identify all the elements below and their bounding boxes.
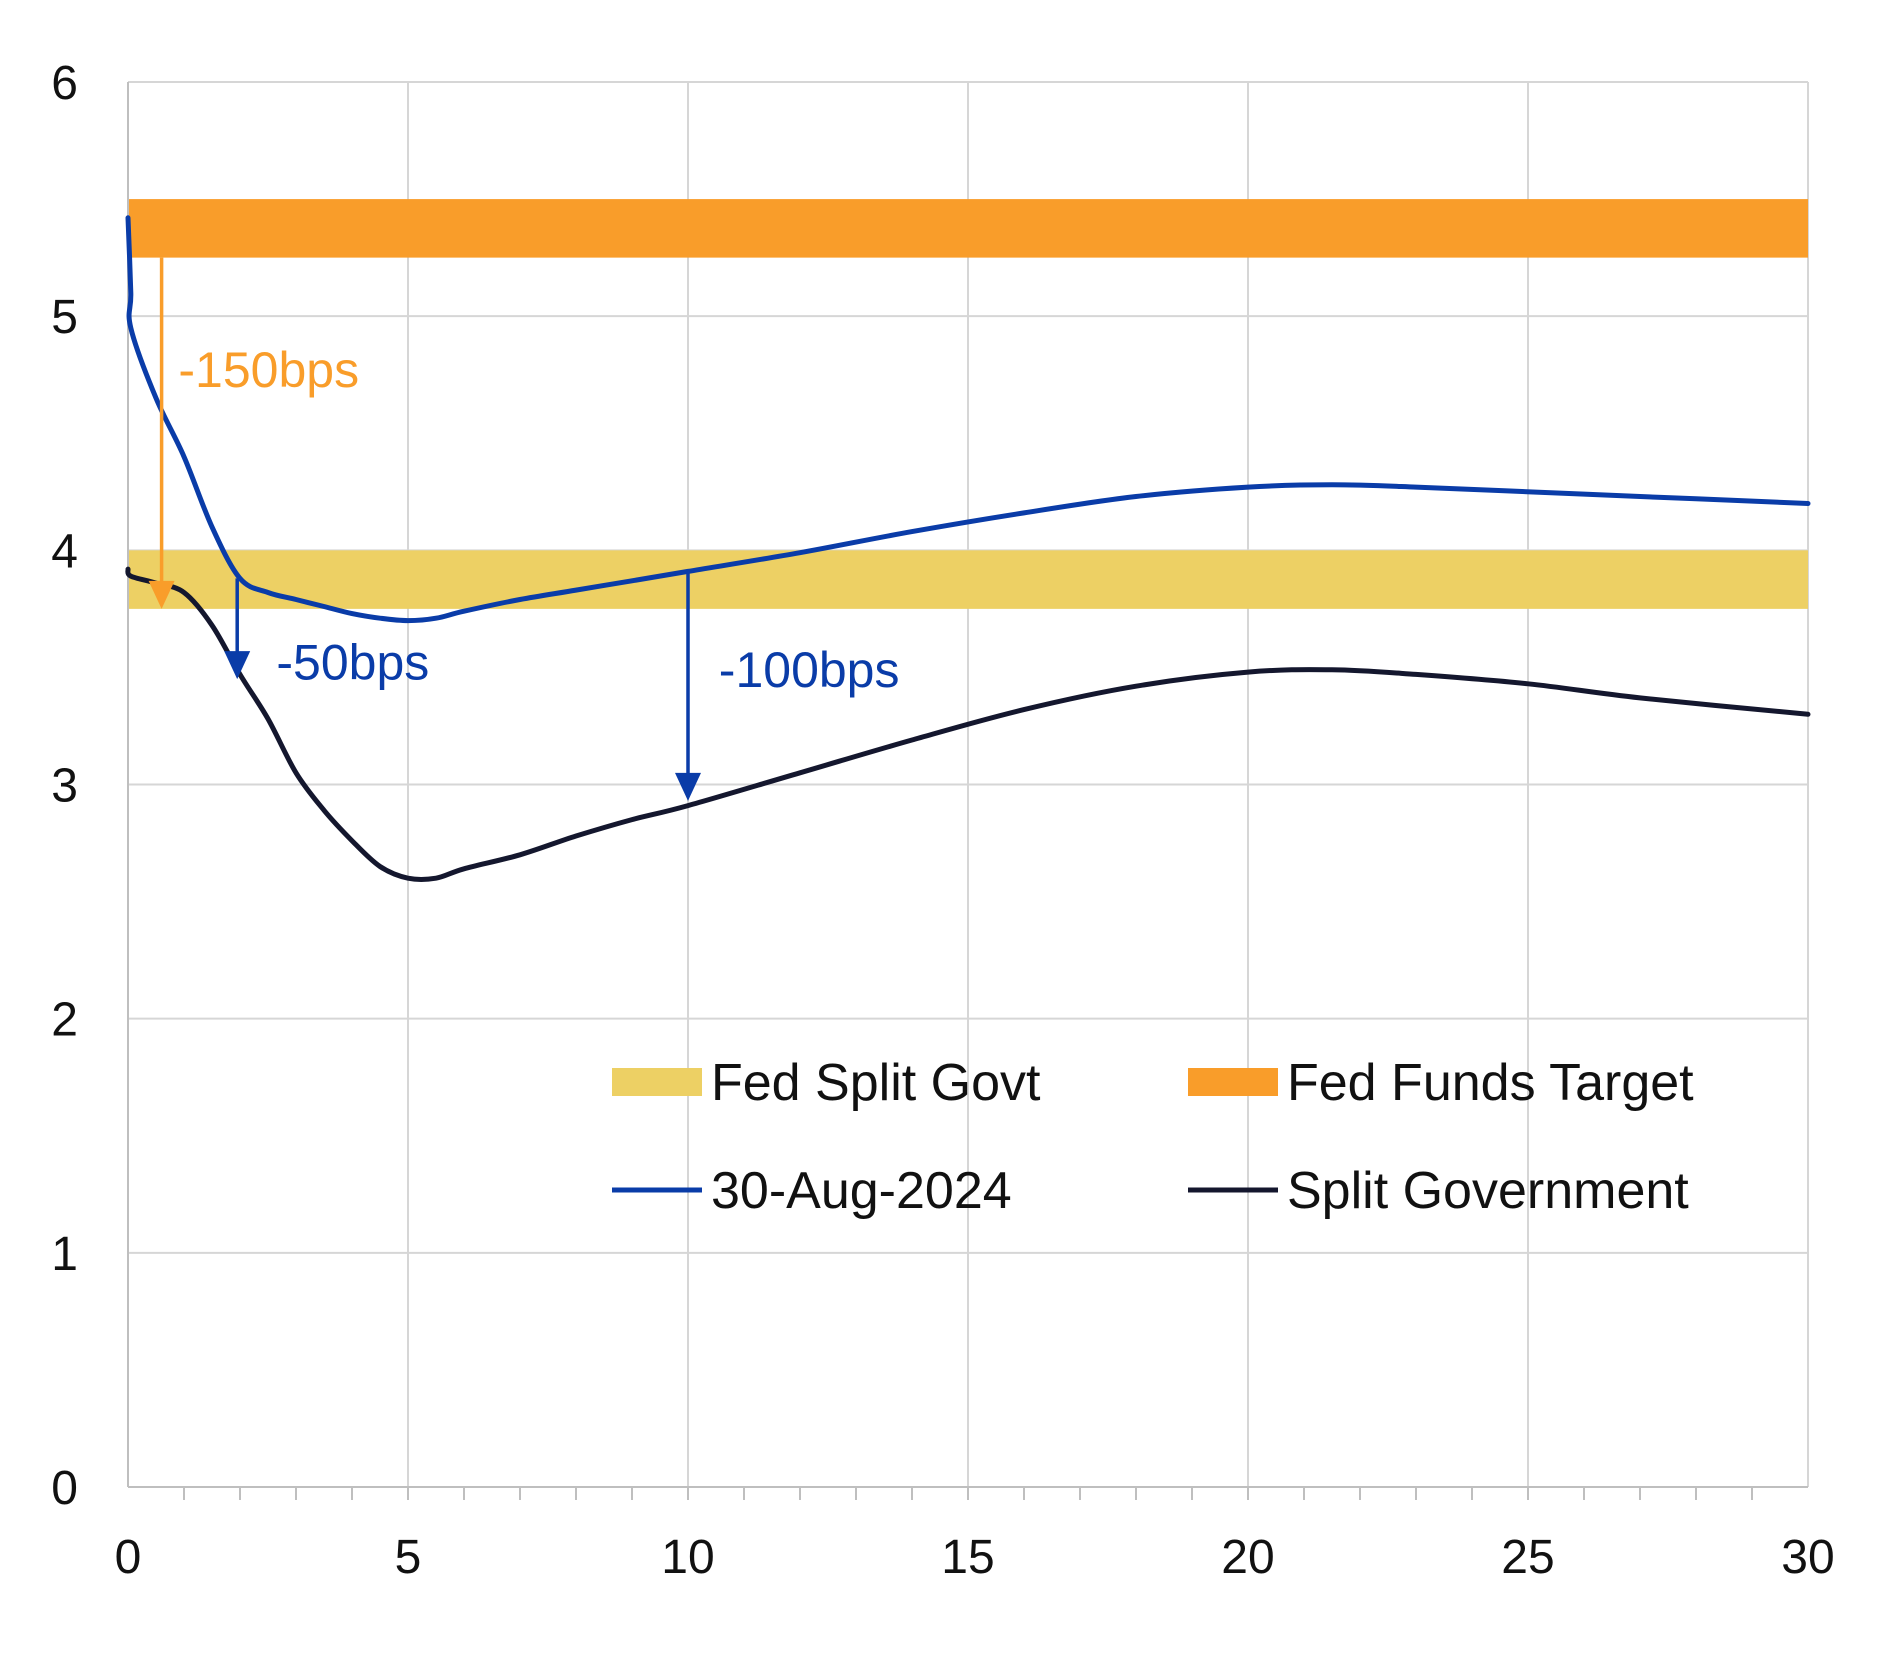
legend: Fed Split Govt Fed Funds Target 30-Aug-202… (612, 1054, 1694, 1220)
annotation-50bps-label: -50bps (276, 635, 429, 691)
annotation-150bps-arrowhead (148, 580, 175, 609)
grid (128, 81, 1809, 1487)
x-tick-label: 15 (941, 1531, 994, 1584)
x-tick-label: 10 (661, 1531, 714, 1584)
legend-swatch (612, 1068, 702, 1096)
series-line-split-government (125, 566, 1811, 882)
legend-swatch (1188, 1068, 1278, 1096)
legend-item-fed-funds-target: Fed Funds Target (1188, 1054, 1694, 1112)
annotation-50bps-arrowhead (224, 651, 251, 680)
band-fed-split-govt (128, 550, 1808, 609)
legend-label: Fed Split Govt (711, 1054, 1041, 1112)
x-tick-label: 25 (1501, 1531, 1554, 1584)
legend-label: Split Government (1287, 1162, 1689, 1220)
y-tick-label: 1 (51, 1228, 78, 1281)
y-tick-label: 5 (51, 291, 78, 344)
legend-label: 30-Aug-2024 (711, 1162, 1012, 1220)
annotation-100bps-label: -100bps (719, 642, 900, 698)
annotations: -150bps -50bps -100bps (148, 257, 900, 801)
annotation-100bps-arrowhead (675, 772, 701, 801)
annotation-150bps-label: -150bps (178, 342, 359, 398)
y-tick-label: 4 (51, 525, 78, 578)
y-tick-label: 3 (51, 760, 78, 813)
x-tick-label: 30 (1781, 1531, 1834, 1584)
legend-item-split-government: Split Government (1188, 1162, 1689, 1220)
x-tick-label: 20 (1221, 1531, 1274, 1584)
x-tick-label: 0 (115, 1531, 142, 1584)
axes: 0 1 2 3 4 5 6 0 5 10 15 20 25 30 (51, 57, 1834, 1584)
y-tick-label: 6 (51, 57, 78, 110)
x-tick-label: 5 (395, 1531, 422, 1584)
series-lines (125, 215, 1811, 882)
y-tick-label: 2 (51, 994, 78, 1047)
legend-label: Fed Funds Target (1287, 1054, 1694, 1112)
series-line-30-aug-2024 (125, 215, 1811, 624)
y-tick-label: 0 (51, 1462, 78, 1515)
legend-item-30-aug-2024: 30-Aug-2024 (612, 1162, 1012, 1220)
legend-item-fed-split-govt: Fed Split Govt (612, 1054, 1041, 1112)
bands (128, 199, 1808, 609)
band-fed-funds-target (128, 199, 1808, 258)
